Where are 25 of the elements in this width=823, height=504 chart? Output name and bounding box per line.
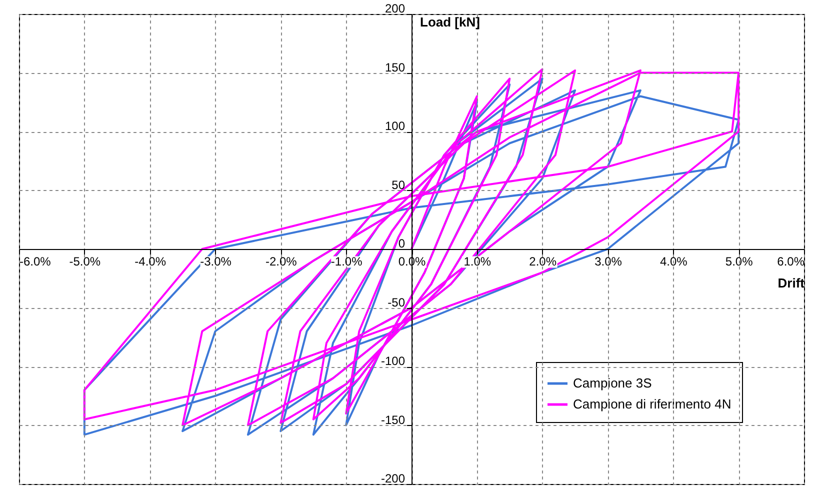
x-tick-label: -6.0%: [20, 254, 52, 268]
y-tick-label: -200: [380, 472, 406, 486]
x-tick-label: -4.0%: [134, 254, 166, 268]
y-tick-label: 200: [384, 2, 406, 16]
y-tick-label: -150: [380, 412, 406, 427]
y-tick-label: -50: [388, 295, 406, 310]
x-tick-label: 3.0%: [594, 254, 622, 268]
x-tick-label: 1.0%: [464, 254, 492, 268]
y-axis-title: Load [kN]: [420, 14, 480, 30]
x-tick-label: 6.0%: [777, 254, 805, 268]
x-tick-label: -2.0%: [265, 254, 298, 268]
y-tick-label: 0: [398, 236, 406, 250]
legend-label: Campione di riferimento 4N: [573, 396, 732, 412]
y-tick-label: 150: [384, 60, 406, 74]
x-tick-label: 5.0%: [725, 254, 754, 268]
x-tick-label: 2.0%: [529, 254, 557, 268]
y-tick-label: 100: [384, 119, 406, 133]
y-tick-label: 50: [392, 178, 406, 192]
x-tick-label: -1.0%: [330, 254, 363, 268]
legend-label: Campione 3S: [573, 376, 652, 390]
x-tick-label: -3.0%: [200, 254, 232, 268]
x-tick-label: -5.0%: [69, 254, 101, 268]
y-tick-label: -100: [380, 354, 406, 368]
x-tick-label: 4.0%: [660, 254, 688, 268]
x-axis-title: Drift: [778, 276, 806, 290]
